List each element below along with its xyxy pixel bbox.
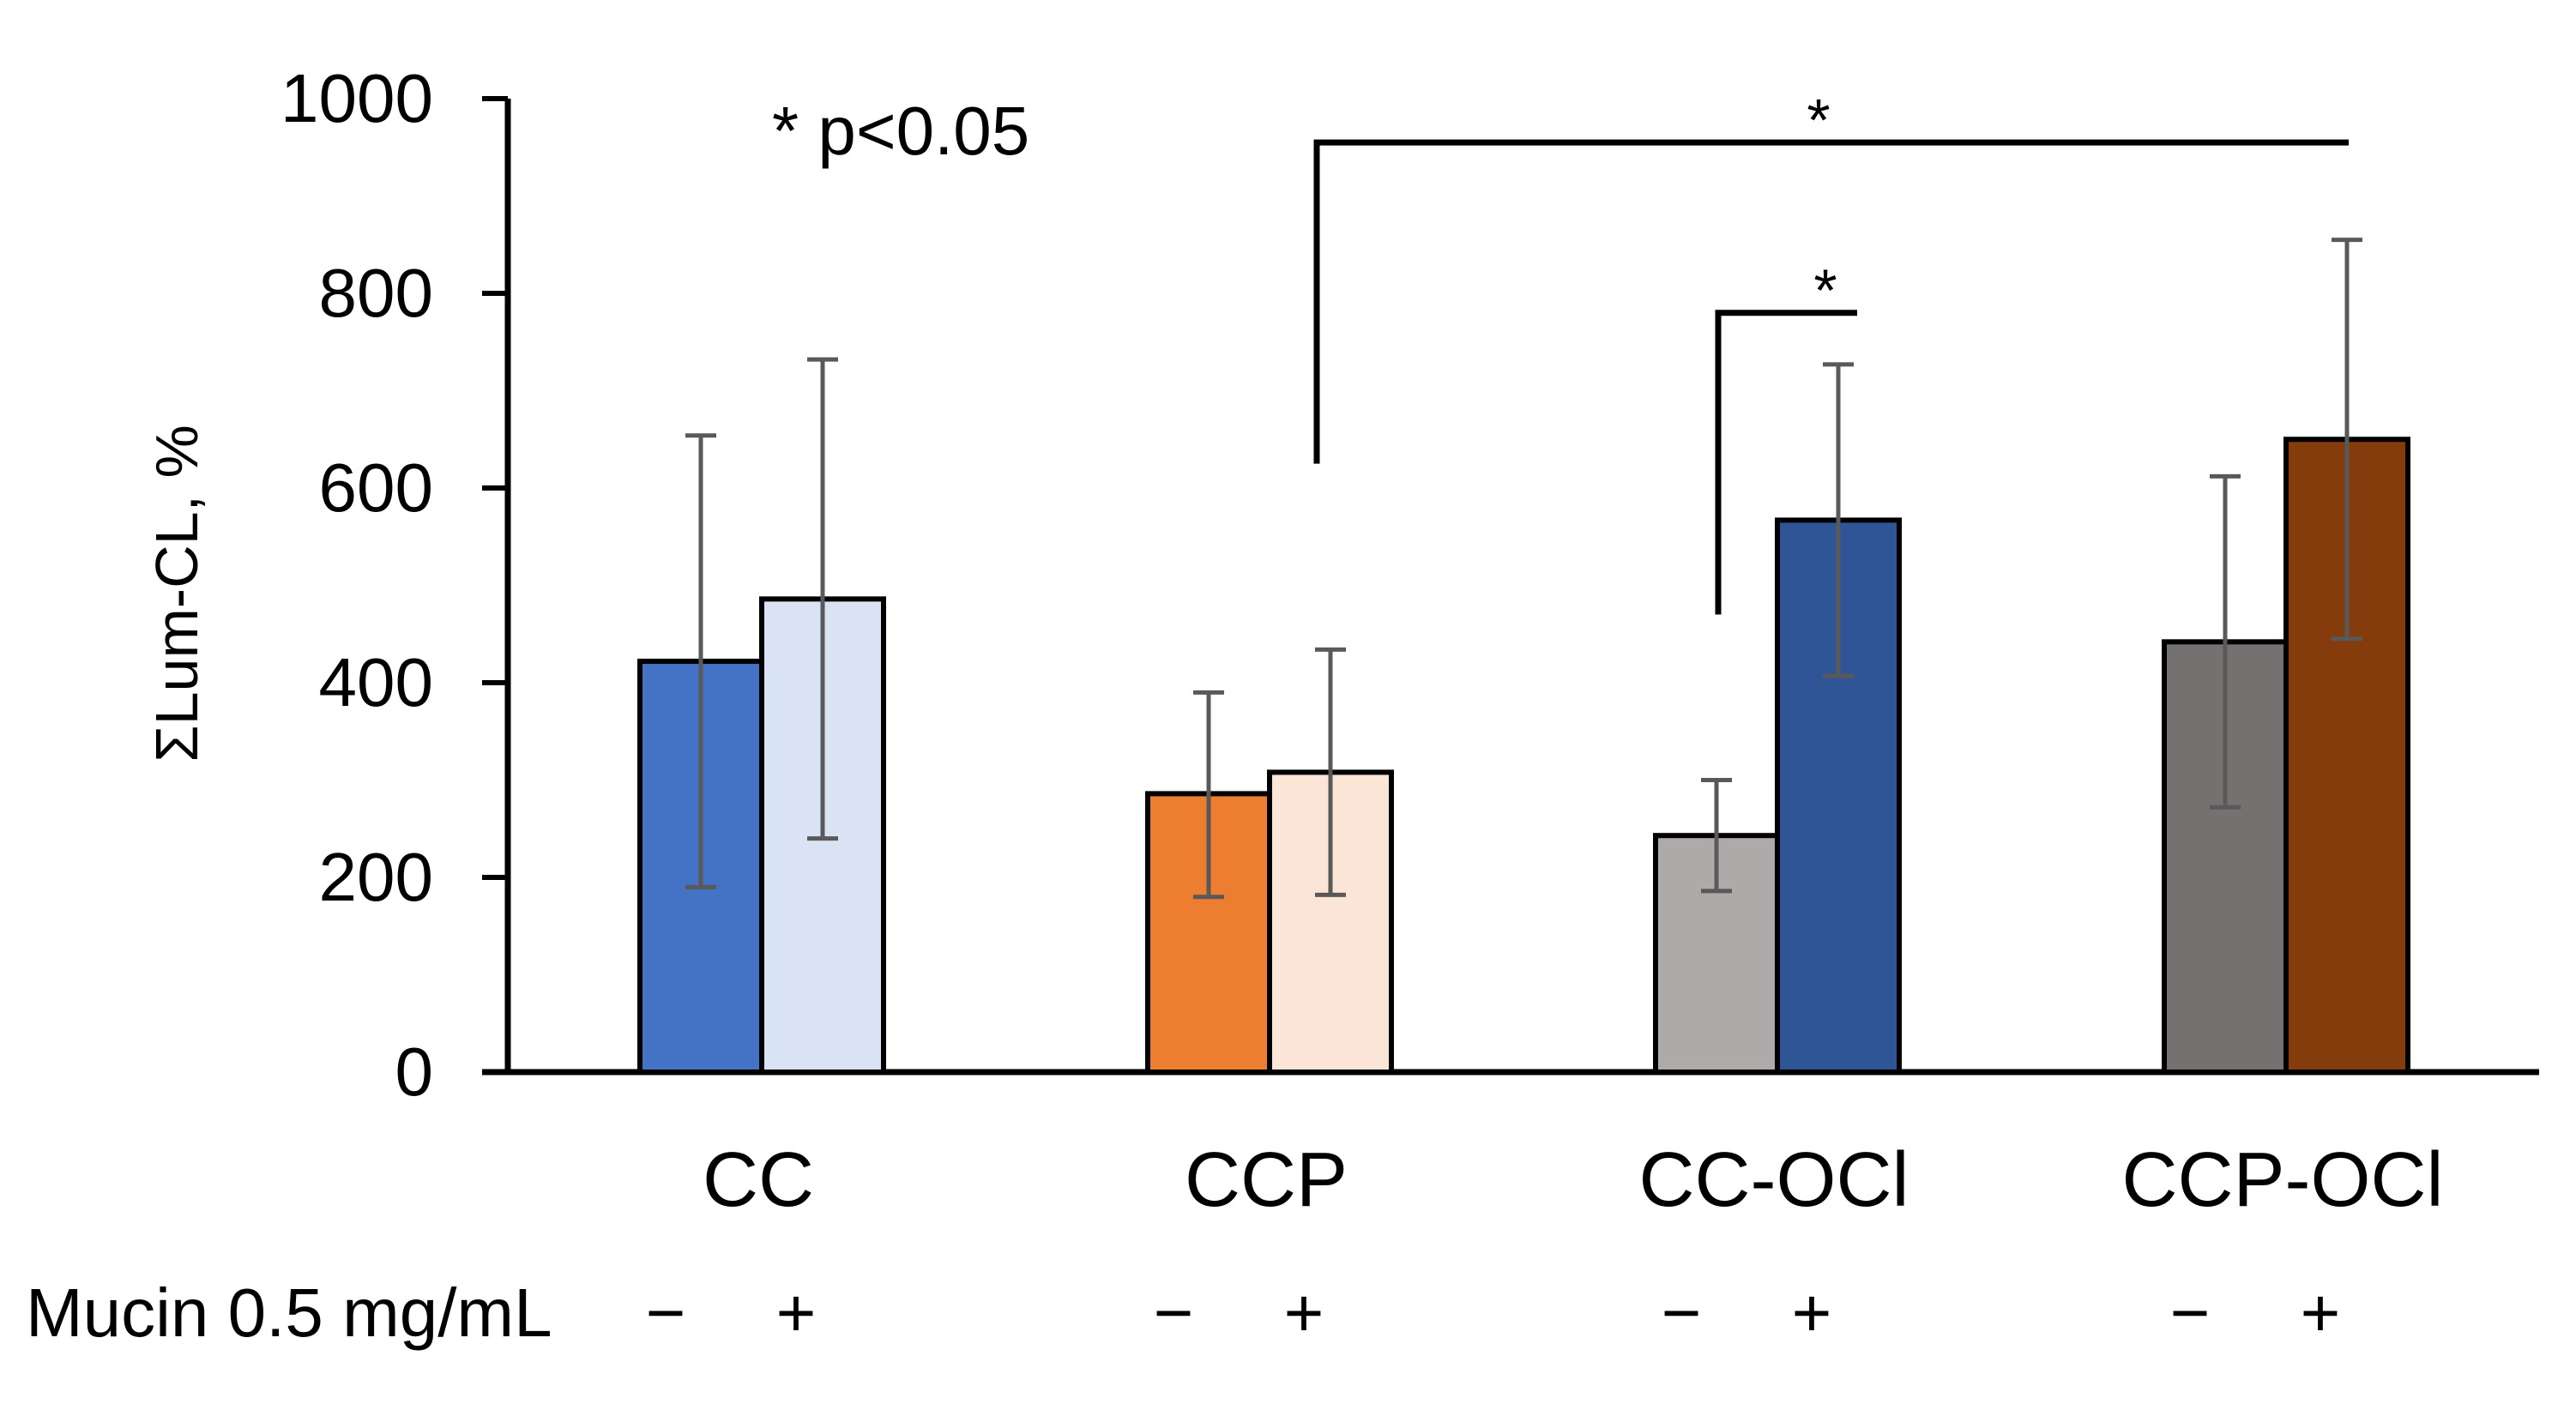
bars	[637, 437, 2410, 1076]
significance-bracket	[1715, 310, 1857, 615]
mucin-sign: −	[2170, 1274, 2211, 1351]
mucin-sign: −	[1662, 1274, 1702, 1351]
mucin-sign: +	[1792, 1274, 1832, 1351]
significance-legend: * p<0.05	[772, 93, 1029, 169]
x-tick-label: CC	[703, 1137, 814, 1223]
mucin-sign: −	[1154, 1274, 1194, 1351]
x-tick-label: CCP	[1185, 1137, 1348, 1223]
bar	[1145, 791, 1272, 1075]
mucin-row-label: Mucin 0.5 mg/mL	[26, 1274, 552, 1351]
mucin-sign: +	[2301, 1274, 2341, 1351]
significance-bracket	[1313, 139, 2349, 464]
y-tick-label: 600	[319, 449, 433, 526]
labels: ΣLum-CL, % * p<0.05 Mucin 0.5 mg/mL − + CC…	[26, 93, 2444, 1351]
mucin-sign: −	[646, 1274, 686, 1351]
axes: 0 200 400 600 800 1000	[281, 60, 2539, 1110]
x-tick-label: CC-OCl	[1639, 1137, 1909, 1223]
y-tick-label: 1000	[281, 60, 433, 136]
y-tick-label: 200	[319, 839, 433, 915]
error-bars	[685, 238, 2362, 900]
significance-star: *	[1813, 257, 1837, 324]
mucin-sign: +	[1284, 1274, 1324, 1351]
y-tick-label: 0	[395, 1033, 434, 1110]
bar	[2162, 639, 2289, 1076]
significance-brackets: **	[1313, 87, 2349, 615]
y-tick-label: 800	[319, 255, 433, 331]
y-tick-label: 400	[319, 644, 433, 720]
y-axis-label: ΣLum-CL, %	[143, 425, 210, 762]
mucin-sign: +	[776, 1274, 817, 1351]
significance-star: *	[1807, 87, 1830, 154]
x-tick-label: CCP-OCl	[2122, 1137, 2444, 1223]
